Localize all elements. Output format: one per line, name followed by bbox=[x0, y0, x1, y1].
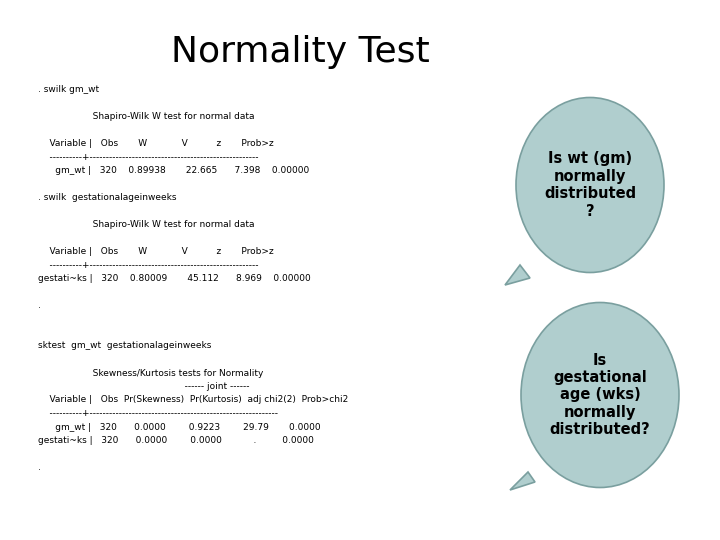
Text: Is wt (gm)
normally
distributed
?: Is wt (gm) normally distributed ? bbox=[544, 151, 636, 219]
Text: .: . bbox=[38, 301, 41, 310]
Ellipse shape bbox=[521, 302, 679, 488]
Text: Variable |   Obs       W            V          z       Prob>z: Variable | Obs W V z Prob>z bbox=[38, 247, 274, 256]
Text: Skewness/Kurtosis tests for Normality: Skewness/Kurtosis tests for Normality bbox=[38, 368, 264, 377]
Text: gestati~ks |   320    0.80009       45.112      8.969    0.00000: gestati~ks | 320 0.80009 45.112 8.969 0.… bbox=[38, 274, 311, 283]
Text: Shapiro-Wilk W test for normal data: Shapiro-Wilk W test for normal data bbox=[38, 220, 254, 229]
Text: sktest  gm_wt  gestationalageinweeks: sktest gm_wt gestationalageinweeks bbox=[38, 341, 212, 350]
Text: .: . bbox=[38, 463, 41, 472]
Text: gm_wt |   320    0.89938       22.665      7.398    0.00000: gm_wt | 320 0.89938 22.665 7.398 0.00000 bbox=[38, 166, 310, 175]
Text: . swilk gm_wt: . swilk gm_wt bbox=[38, 85, 99, 94]
Text: Shapiro-Wilk W test for normal data: Shapiro-Wilk W test for normal data bbox=[38, 112, 254, 121]
Text: ----------+----------------------------------------------------------: ----------+-----------------------------… bbox=[38, 409, 278, 418]
Text: Is
gestational
age (wks)
normally
distributed?: Is gestational age (wks) normally distri… bbox=[549, 353, 650, 437]
Text: Normality Test: Normality Test bbox=[171, 35, 429, 69]
Text: ------ joint ------: ------ joint ------ bbox=[38, 382, 250, 391]
Polygon shape bbox=[510, 472, 535, 490]
Ellipse shape bbox=[516, 98, 664, 273]
Text: . swilk  gestationalageinweeks: . swilk gestationalageinweeks bbox=[38, 193, 176, 202]
Text: Variable |   Obs  Pr(Skewness)  Pr(Kurtosis)  adj chi2(2)  Prob>chi2: Variable | Obs Pr(Skewness) Pr(Kurtosis)… bbox=[38, 395, 348, 404]
Text: gestati~ks |   320      0.0000        0.0000           .         0.0000: gestati~ks | 320 0.0000 0.0000 . 0.0000 bbox=[38, 436, 314, 445]
Text: Variable |   Obs       W            V          z       Prob>z: Variable | Obs W V z Prob>z bbox=[38, 139, 274, 148]
Text: gm_wt |   320      0.0000        0.9223        29.79       0.0000: gm_wt | 320 0.0000 0.9223 29.79 0.0000 bbox=[38, 422, 320, 431]
Text: ----------+----------------------------------------------------: ----------+-----------------------------… bbox=[38, 152, 258, 161]
Polygon shape bbox=[505, 265, 530, 285]
Text: ----------+----------------------------------------------------: ----------+-----------------------------… bbox=[38, 260, 258, 269]
